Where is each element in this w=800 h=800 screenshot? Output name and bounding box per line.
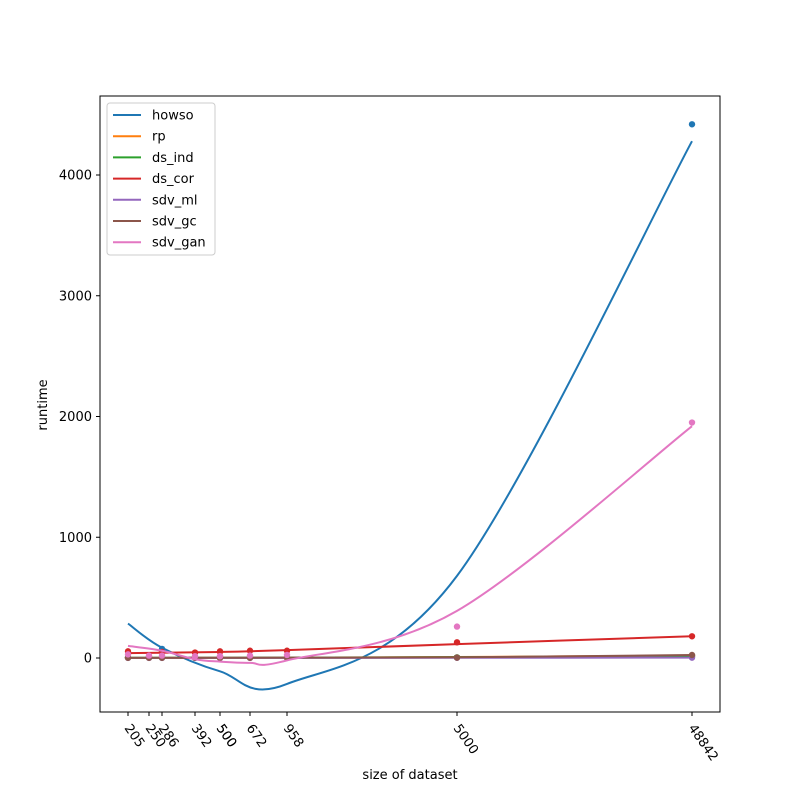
point-sdv_gan-6: [246, 652, 254, 659]
y-tick-label-0: 0: [84, 652, 92, 667]
point-sdv_gan-0: [124, 651, 132, 658]
x-axis-title: size of dataset: [362, 768, 457, 783]
legend-entry-howso: howso: [113, 109, 194, 124]
point-ds_cor-9: [688, 633, 696, 640]
legend-entry-sdv_ml: sdv_ml: [113, 193, 198, 208]
point-ds_cor-8: [453, 639, 461, 646]
fit-line-sdv_gan: [127, 425, 693, 666]
fit-line-ds_cor: [127, 635, 693, 655]
axes-frame: [99, 95, 721, 713]
legend-label-sdv_ml: sdv_ml: [152, 193, 198, 208]
point-sdv_gc-9: [688, 651, 696, 659]
point-ds_cor-6: [246, 647, 254, 654]
point-sdv_gc-8: [453, 654, 461, 661]
point-sdv_gan-9: [688, 419, 696, 426]
legend-entry-ds_cor: ds_cor: [113, 172, 195, 187]
legend-label-ds_cor: ds_cor: [152, 172, 195, 187]
legend-entry-rp: rp: [113, 130, 166, 145]
legend-entry-sdv_gan: sdv_gan: [113, 236, 206, 251]
legend-label-ds_ind: ds_ind: [152, 151, 194, 166]
y-tick-label-4: 4000: [59, 169, 92, 184]
y-axis-title: runtime: [36, 379, 51, 430]
y-tick-label-1: 1000: [59, 531, 92, 546]
legend-entry-sdv_gc: sdv_gc: [113, 215, 197, 230]
point-ds_cor-5: [216, 648, 224, 655]
series-sdv_gan: [124, 419, 696, 666]
legend-label-sdv_gan: sdv_gan: [152, 236, 206, 251]
point-howso-9: [688, 121, 696, 128]
point-sdv_gan-5: [216, 652, 224, 660]
point-sdv_gan-7: [283, 651, 291, 659]
y-tick-label-3: 3000: [59, 289, 92, 304]
point-sdv_gan-3: [191, 652, 199, 660]
y-tick-label-2: 2000: [59, 410, 92, 425]
legend-label-howso: howso: [152, 109, 194, 124]
legend-label-rp: rp: [152, 130, 166, 145]
plot-area: [99, 95, 721, 713]
point-sdv_gan-8: [453, 623, 461, 630]
point-sdv_gan-1: [145, 652, 153, 659]
fit-line-sdv_gc: [127, 653, 693, 659]
point-sdv_gan-2: [158, 652, 166, 659]
legend-box: [106, 102, 216, 256]
legend-label-sdv_gc: sdv_gc: [152, 215, 197, 230]
legend-entry-ds_ind: ds_ind: [113, 151, 194, 166]
legend: howso rp ds_ind ds_cor sdv_ml sdv_gc sdv_gan: [106, 102, 216, 256]
y-axis: 0 1000 2000 3000 4000: [59, 169, 100, 667]
